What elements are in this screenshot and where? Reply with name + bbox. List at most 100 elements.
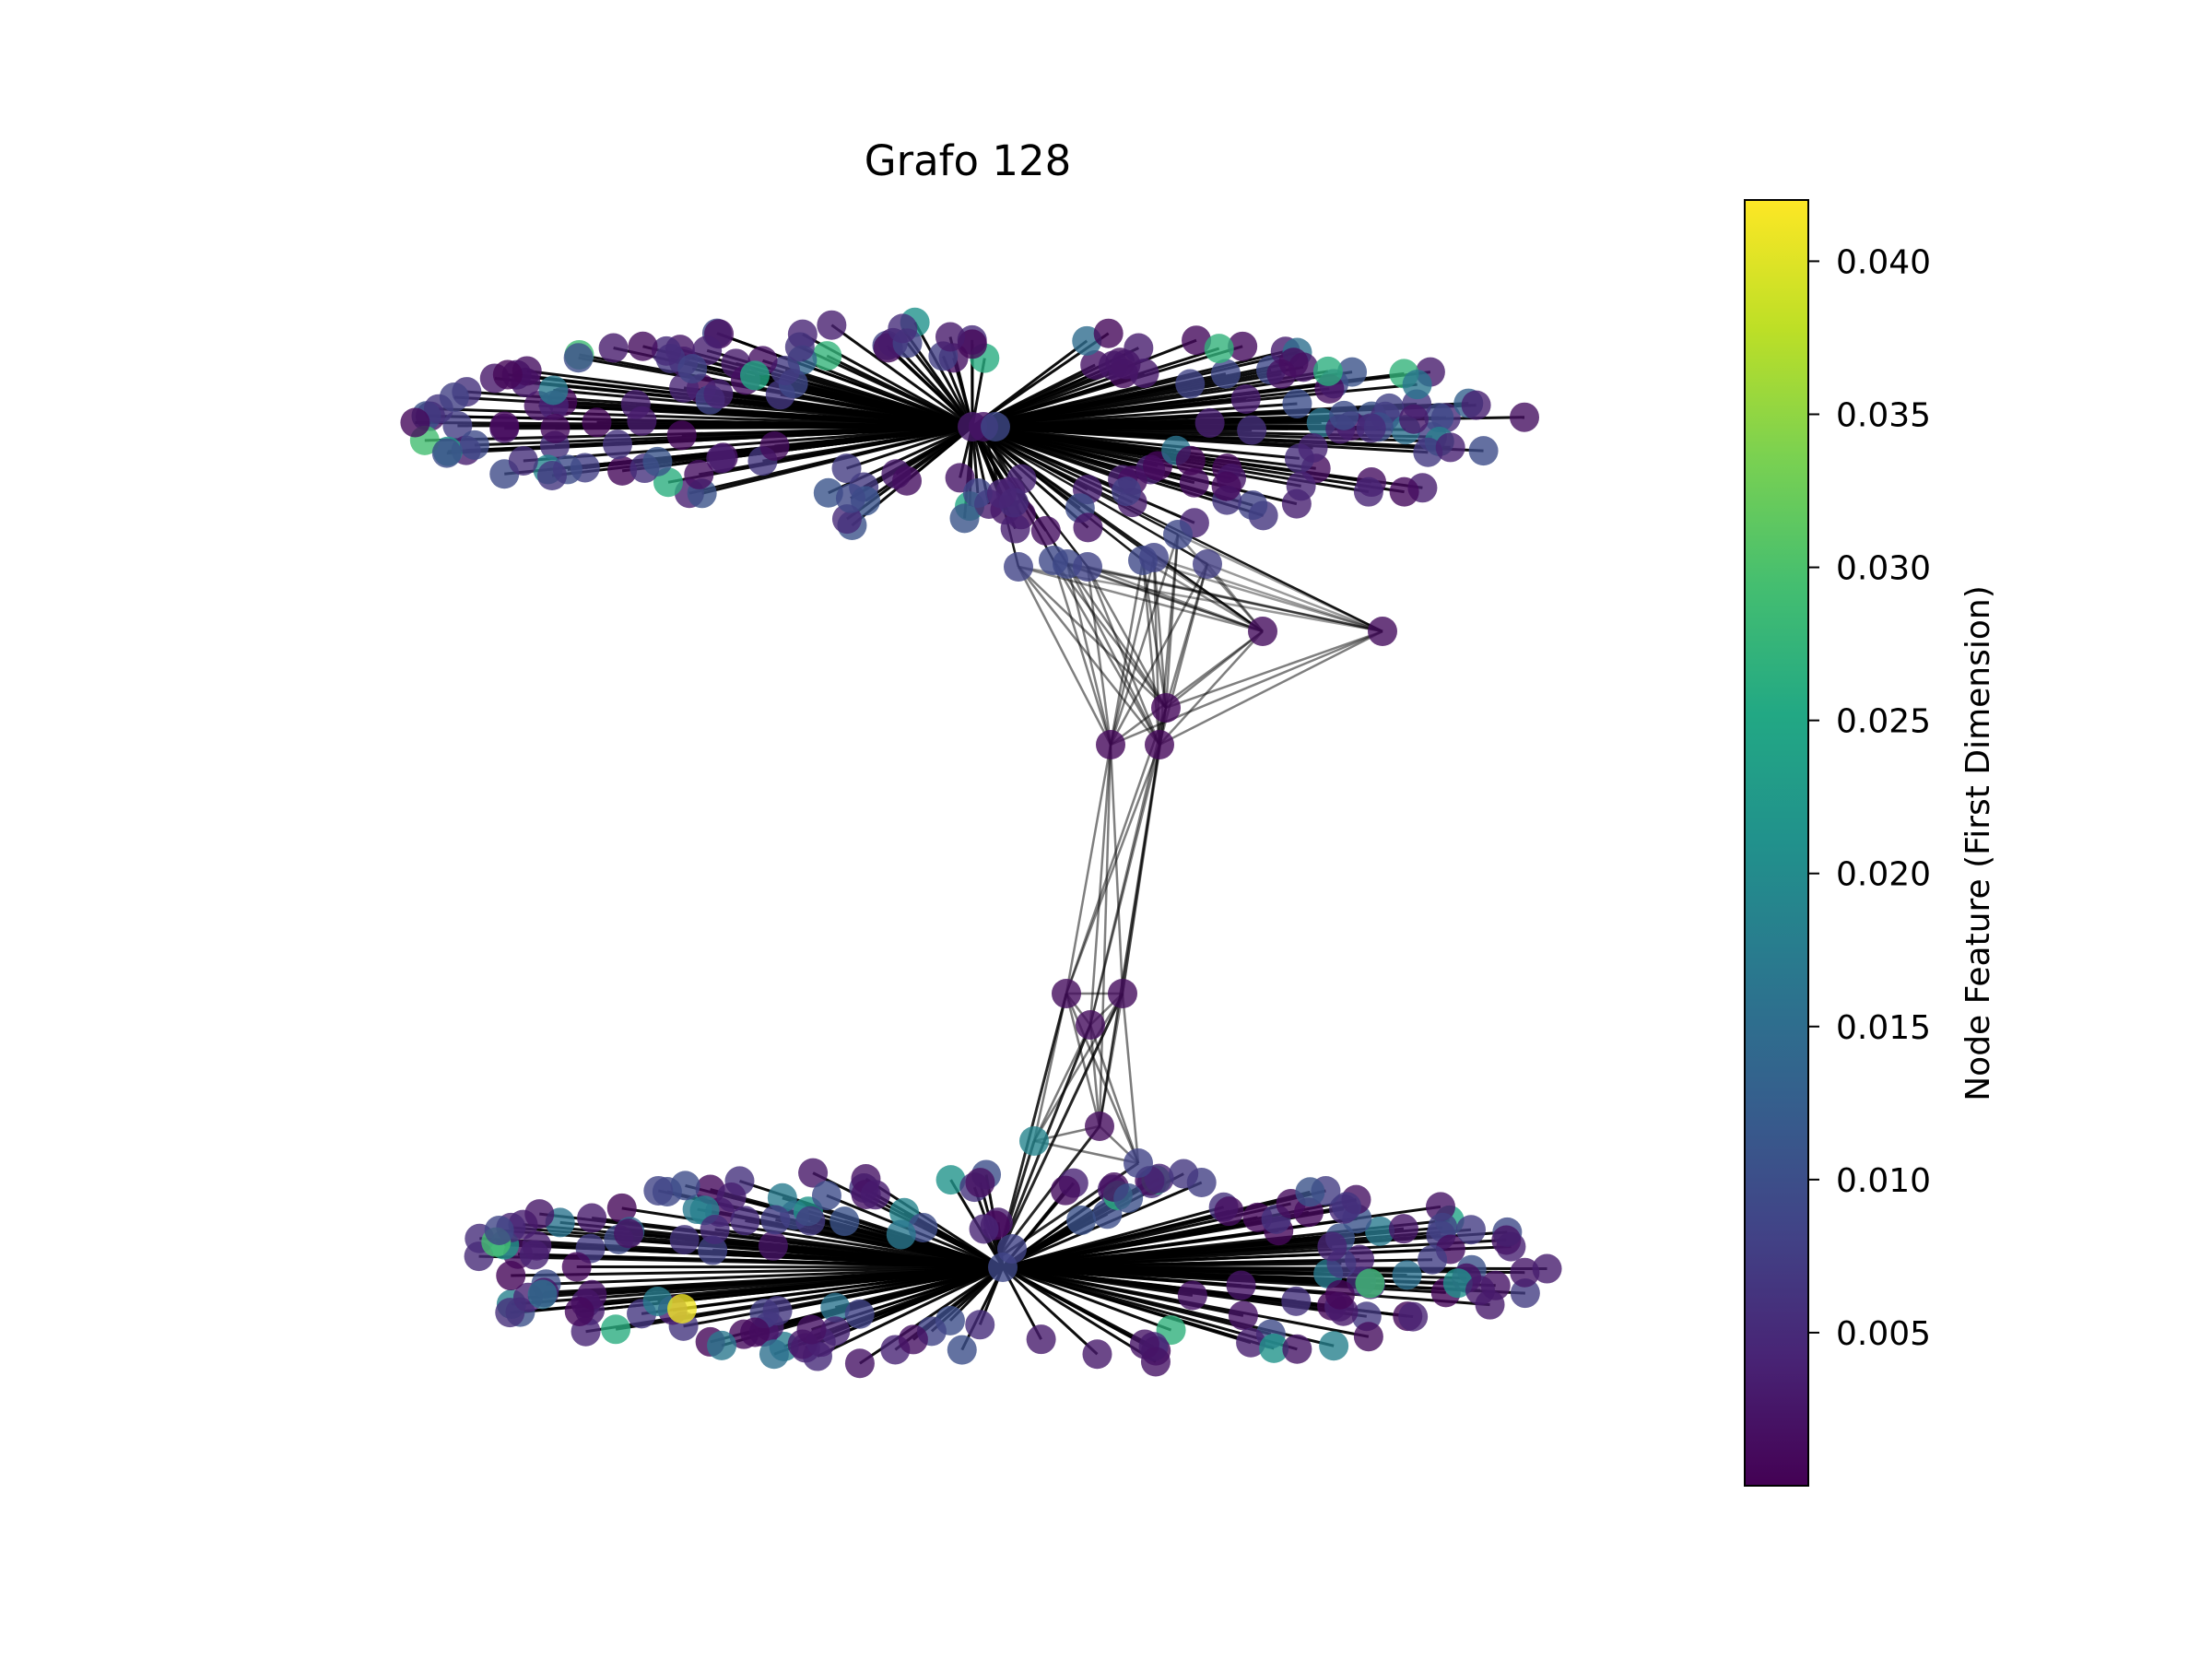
graph-edge — [1086, 566, 1161, 746]
graph-edge — [1159, 629, 1383, 747]
graph-node — [1532, 1253, 1562, 1284]
graph-node — [614, 1218, 644, 1249]
graph-node — [898, 1324, 928, 1355]
graph-edge — [1066, 562, 1383, 633]
graph-node — [759, 1339, 789, 1370]
graph-node — [400, 407, 430, 438]
graph-node — [484, 1215, 514, 1245]
graph-node — [492, 359, 523, 390]
graph-node — [935, 1165, 966, 1195]
graph-edge — [1098, 744, 1161, 1127]
graph-node — [1204, 334, 1234, 364]
colorbar-tick-label: 0.020 — [1836, 856, 1931, 894]
graph-node — [947, 1335, 977, 1365]
graph-node — [582, 407, 612, 438]
graph-node — [831, 453, 862, 484]
graph-node — [1177, 1280, 1207, 1311]
colorbar: 0.005 0.010 0.015 0.020 0.025 0.030 0.035 0.040… — [1744, 199, 1997, 1487]
graph-edge — [1032, 1024, 1092, 1142]
graph-node — [670, 1171, 700, 1201]
graph-node — [1066, 1205, 1097, 1235]
graph-node — [1353, 1322, 1383, 1352]
graph-node — [1491, 1225, 1522, 1255]
colorbar-tick-label: 0.010 — [1836, 1162, 1931, 1200]
graph-edge — [1018, 566, 1167, 709]
graph-node — [1388, 1214, 1418, 1244]
graph-node — [1163, 520, 1193, 549]
graph-node — [707, 1330, 737, 1360]
graph-node — [1465, 1276, 1496, 1306]
graph-node — [496, 1261, 526, 1291]
graph-edge — [1018, 565, 1264, 633]
graph-node — [1052, 979, 1081, 1008]
graph-node — [1389, 477, 1419, 507]
graph-node — [716, 1182, 747, 1213]
graph-edge — [985, 435, 1144, 561]
graph-node — [762, 1296, 793, 1326]
graph-node — [1259, 1333, 1289, 1363]
graph-node — [1169, 1159, 1199, 1189]
graph-node — [1112, 477, 1142, 507]
graph-node — [888, 313, 918, 344]
graph-node — [1096, 730, 1125, 759]
graph-node — [1282, 389, 1312, 419]
graph-edge — [1086, 566, 1168, 709]
graph-edge — [1052, 559, 1112, 746]
graph-edge — [1109, 563, 1209, 746]
graph-edge — [801, 359, 973, 429]
graph-node — [1329, 400, 1359, 430]
graph-node — [770, 356, 800, 386]
graph-node — [1295, 1177, 1325, 1207]
graph-node — [1238, 490, 1268, 521]
graph-node — [1026, 1324, 1056, 1355]
graph-node — [860, 1180, 890, 1210]
graph-edge — [1088, 1024, 1101, 1127]
graph-edge — [1002, 1265, 1146, 1346]
graph-node — [969, 1214, 999, 1244]
graph-node — [1510, 1257, 1540, 1288]
graph-node — [667, 1294, 697, 1324]
graph-node — [1030, 515, 1061, 546]
graph-node — [1402, 370, 1432, 400]
graph-edge — [446, 425, 973, 455]
graph-node — [1282, 1334, 1312, 1364]
graph-edge — [971, 425, 1313, 450]
graph-node — [997, 1234, 1027, 1264]
graph-edge — [555, 425, 973, 430]
graph-node — [642, 1286, 673, 1316]
graph-node — [813, 477, 843, 508]
graph-node — [489, 411, 520, 441]
graph-node — [817, 310, 847, 340]
graph-node — [1332, 1192, 1362, 1222]
graph-node — [812, 341, 842, 371]
graph-edge — [1065, 563, 1112, 746]
graph-edge — [1109, 534, 1180, 746]
graph-node — [1398, 1301, 1429, 1332]
graph-node — [1145, 730, 1174, 759]
graph-node — [1286, 471, 1316, 501]
graph-edge — [1110, 629, 1383, 747]
graph-node — [577, 1203, 607, 1233]
graph-node — [1510, 1278, 1540, 1309]
graph-node — [1248, 617, 1277, 646]
graph-node — [442, 410, 473, 441]
graph-node — [798, 1158, 829, 1188]
graph-edge — [1052, 559, 1161, 746]
graph-node — [886, 1219, 916, 1250]
graph-edge — [546, 1265, 1004, 1286]
graph-node — [981, 412, 1010, 441]
graph-node — [1179, 467, 1209, 498]
graph-node — [703, 379, 734, 409]
graph-node — [431, 438, 462, 468]
graph-edge — [621, 1206, 1004, 1269]
graph-node — [796, 1314, 827, 1345]
graph-node — [642, 446, 673, 477]
graph-node — [1085, 1112, 1114, 1141]
graph-node — [1124, 1148, 1153, 1178]
graph-node — [1082, 1339, 1112, 1370]
graph-edge — [1032, 993, 1124, 1142]
graph-node — [1139, 543, 1169, 572]
graph-node — [1461, 390, 1491, 420]
graph-node — [965, 1310, 995, 1340]
graph-edge — [511, 1265, 1004, 1277]
